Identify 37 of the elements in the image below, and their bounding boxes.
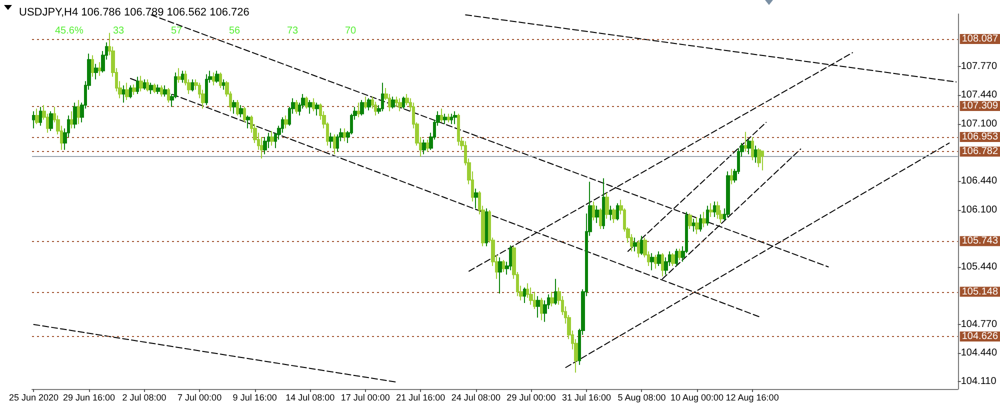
x-tick-label: 5 Aug 08:00 xyxy=(618,392,666,402)
x-tick-label: 31 Jul 16:00 xyxy=(562,392,611,402)
x-tick-label: 21 Jul 16:00 xyxy=(396,392,446,402)
y-tick-label: 107.770 xyxy=(960,60,998,72)
ref-line-label: 106.782 xyxy=(962,146,998,158)
y-tick-label: 104.440 xyxy=(960,347,998,358)
y-tick-label: 106.440 xyxy=(960,175,998,186)
annotation: 70 xyxy=(345,26,357,36)
y-tick-label: 107.440 xyxy=(960,89,998,100)
ref-line-label: 105.148 xyxy=(962,286,998,298)
chart-title: USDJPY,H4 106.786 106.789 106.562 106.726 xyxy=(19,6,250,18)
x-tick-label: 2 Jul 08:00 xyxy=(122,392,166,402)
ref-line-label: 108.087 xyxy=(962,33,998,44)
x-tick-label: 12 Aug 16:00 xyxy=(726,392,779,402)
ref-line-label: 104.626 xyxy=(962,331,998,342)
x-tick-label: 17 Jul 00:00 xyxy=(340,392,390,402)
x-tick-label: 25 Jun 2020 xyxy=(8,392,58,402)
x-tick-label: 29 Jun 16:00 xyxy=(62,392,116,402)
x-tick-label: 10 Aug 00:00 xyxy=(670,392,724,402)
x-tick-label: 29 Jul 00:00 xyxy=(506,392,556,402)
annotation: 33 xyxy=(113,26,125,36)
ref-line-label: 105.743 xyxy=(962,236,998,247)
x-tick-label: 7 Jul 00:00 xyxy=(178,392,222,402)
annotation: 73 xyxy=(287,26,299,36)
annotation: 56 xyxy=(229,26,241,36)
annotation: 57 xyxy=(171,26,183,36)
y-tick-label: 104.110 xyxy=(960,376,997,387)
x-tick-label: 14 Jul 08:00 xyxy=(286,392,335,402)
annotation: 45.6% xyxy=(55,26,84,36)
y-tick-label: 105.440 xyxy=(960,261,998,272)
x-tick-label: 24 Jul 08:00 xyxy=(451,392,500,402)
ref-line-label: 106.953 xyxy=(962,131,998,142)
y-tick-label: 104.770 xyxy=(960,318,998,330)
ref-line-label: 107.309 xyxy=(962,100,998,112)
y-tick-label: 106.100 xyxy=(960,204,998,216)
y-tick-label: 107.100 xyxy=(960,118,998,130)
x-tick-label: 9 Jul 16:00 xyxy=(232,392,277,402)
